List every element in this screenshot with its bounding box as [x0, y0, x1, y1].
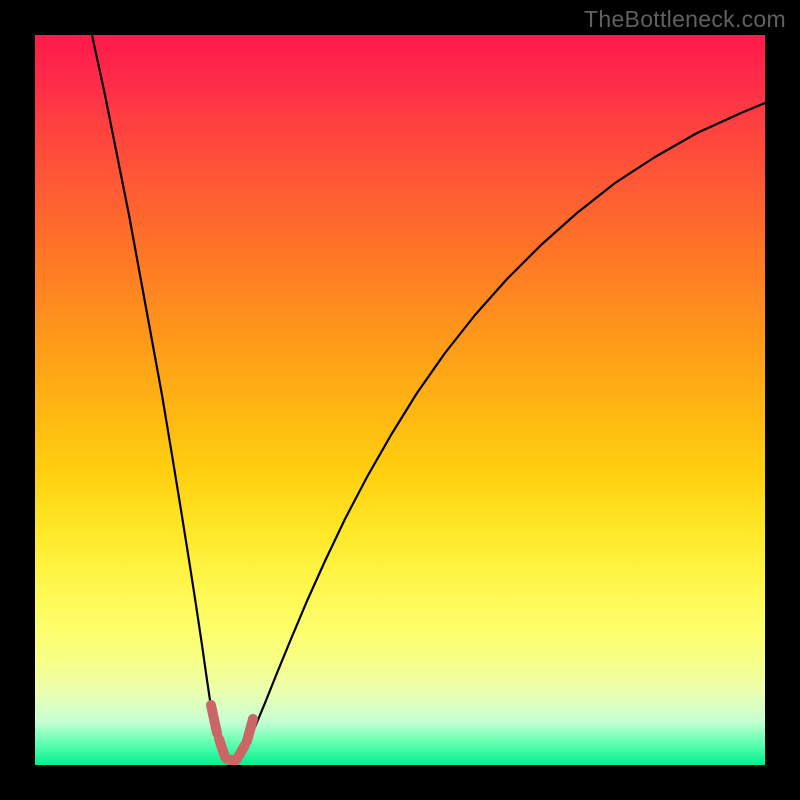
marker-segment	[219, 739, 225, 757]
bottleneck-curve	[92, 35, 765, 762]
near-minimum-markers	[211, 705, 253, 761]
marker-segment	[211, 705, 217, 733]
watermark-text: TheBottleneck.com	[584, 6, 786, 33]
curve-svg	[35, 35, 765, 765]
plot-area	[35, 35, 765, 765]
marker-segment	[247, 719, 253, 741]
marker-segment	[237, 745, 245, 759]
